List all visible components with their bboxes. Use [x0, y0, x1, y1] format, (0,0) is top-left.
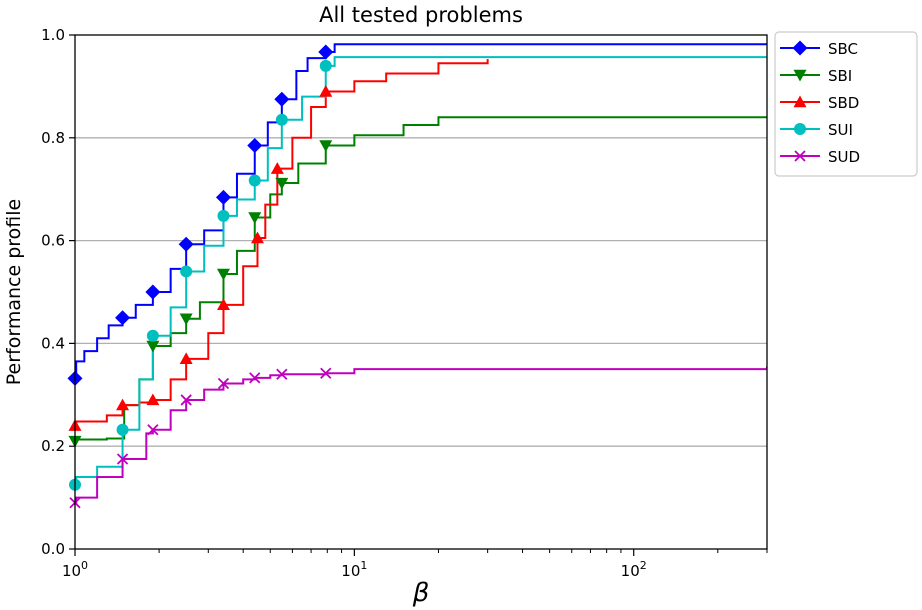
marker-sud-6: [276, 368, 288, 380]
marker-sud-1: [116, 453, 129, 465]
marker-sui-7: [319, 59, 332, 72]
legend-frame: [774, 31, 918, 177]
y-axis-ticks: 0.0 0.2 0.4 0.6 0.8 1.0: [41, 26, 75, 558]
marker-sud-4: [217, 377, 230, 390]
y-tick-label-2: 0.4: [41, 334, 65, 352]
marker-sbd-5: [250, 231, 264, 244]
marker-sbc-5: [247, 138, 263, 154]
marker-sbc-1: [115, 310, 131, 326]
legend-label-sbd: SBD: [828, 94, 859, 112]
marker-sbd-3: [179, 352, 193, 365]
marker-sud-7: [320, 367, 332, 379]
marker-sbi-2: [179, 313, 193, 326]
marker-sud-2: [147, 424, 159, 436]
marker-sui-5: [248, 174, 261, 187]
marker-sbd-7: [319, 85, 333, 97]
legend-label-sui: SUI: [828, 121, 853, 139]
marker-sbd-6: [270, 162, 284, 174]
marker-sui-2: [146, 329, 159, 342]
marker-sud-5: [249, 372, 261, 384]
series-markers: [67, 44, 334, 509]
legend-label-sbc: SBC: [828, 40, 858, 58]
y-tick-label-0: 0.0: [41, 540, 65, 558]
marker-sui-4: [217, 209, 230, 222]
legend-marker-sud: [794, 150, 806, 162]
marker-sbi-1: [146, 340, 160, 353]
grid-lines: [75, 137, 767, 447]
x-tick-label-0: 100: [62, 559, 88, 580]
x-axis-title: β: [412, 578, 430, 608]
series-line-sud: [75, 366, 767, 504]
marker-sbc-7: [318, 44, 334, 60]
marker-sbi-4: [248, 212, 262, 224]
x-tick-label-2: 102: [621, 559, 647, 580]
marker-sud-3: [180, 394, 192, 406]
legend-label-sbi: SBI: [828, 67, 852, 85]
legend: SBC SBI SBD SUI SUD: [774, 31, 918, 177]
chart-title: All tested problems: [319, 3, 523, 27]
x-axis-ticks: 100 101 102: [62, 549, 768, 580]
marker-sbc-4: [215, 189, 231, 205]
legend-marker-sbi: [793, 69, 807, 82]
y-tick-label-4: 0.8: [41, 129, 65, 147]
marker-sbi-3: [216, 268, 230, 281]
marker-sbd-2: [146, 393, 160, 406]
marker-sui-6: [275, 113, 288, 126]
marker-sbc-6: [274, 91, 290, 107]
plot-frame: [74, 34, 768, 550]
legend-marker-sui: [794, 123, 806, 135]
legend-label-sud: SUD: [828, 148, 860, 166]
series-line-sui: [75, 56, 767, 486]
marker-sui-1: [116, 423, 129, 436]
series-line-sbc: [75, 43, 767, 380]
marker-sbd-4: [216, 298, 230, 311]
legend-marker-sbd: [793, 95, 807, 108]
marker-sui-3: [180, 265, 193, 278]
marker-sbd-1: [116, 398, 130, 411]
series-line-sbd: [75, 59, 489, 427]
y-tick-label-1: 0.2: [41, 437, 65, 455]
y-tick-label-3: 0.6: [41, 232, 65, 250]
series-lines: [75, 43, 767, 504]
y-tick-label-5: 1.0: [41, 26, 65, 44]
marker-sbc-3: [178, 236, 194, 252]
y-axis-title: Performance profile: [3, 199, 25, 385]
marker-sbc-2: [145, 284, 161, 300]
marker-sbi-5: [275, 177, 289, 190]
legend-marker-sbc: [792, 40, 808, 56]
marker-sbi-6: [319, 140, 333, 153]
x-tick-label-1: 101: [341, 559, 367, 580]
